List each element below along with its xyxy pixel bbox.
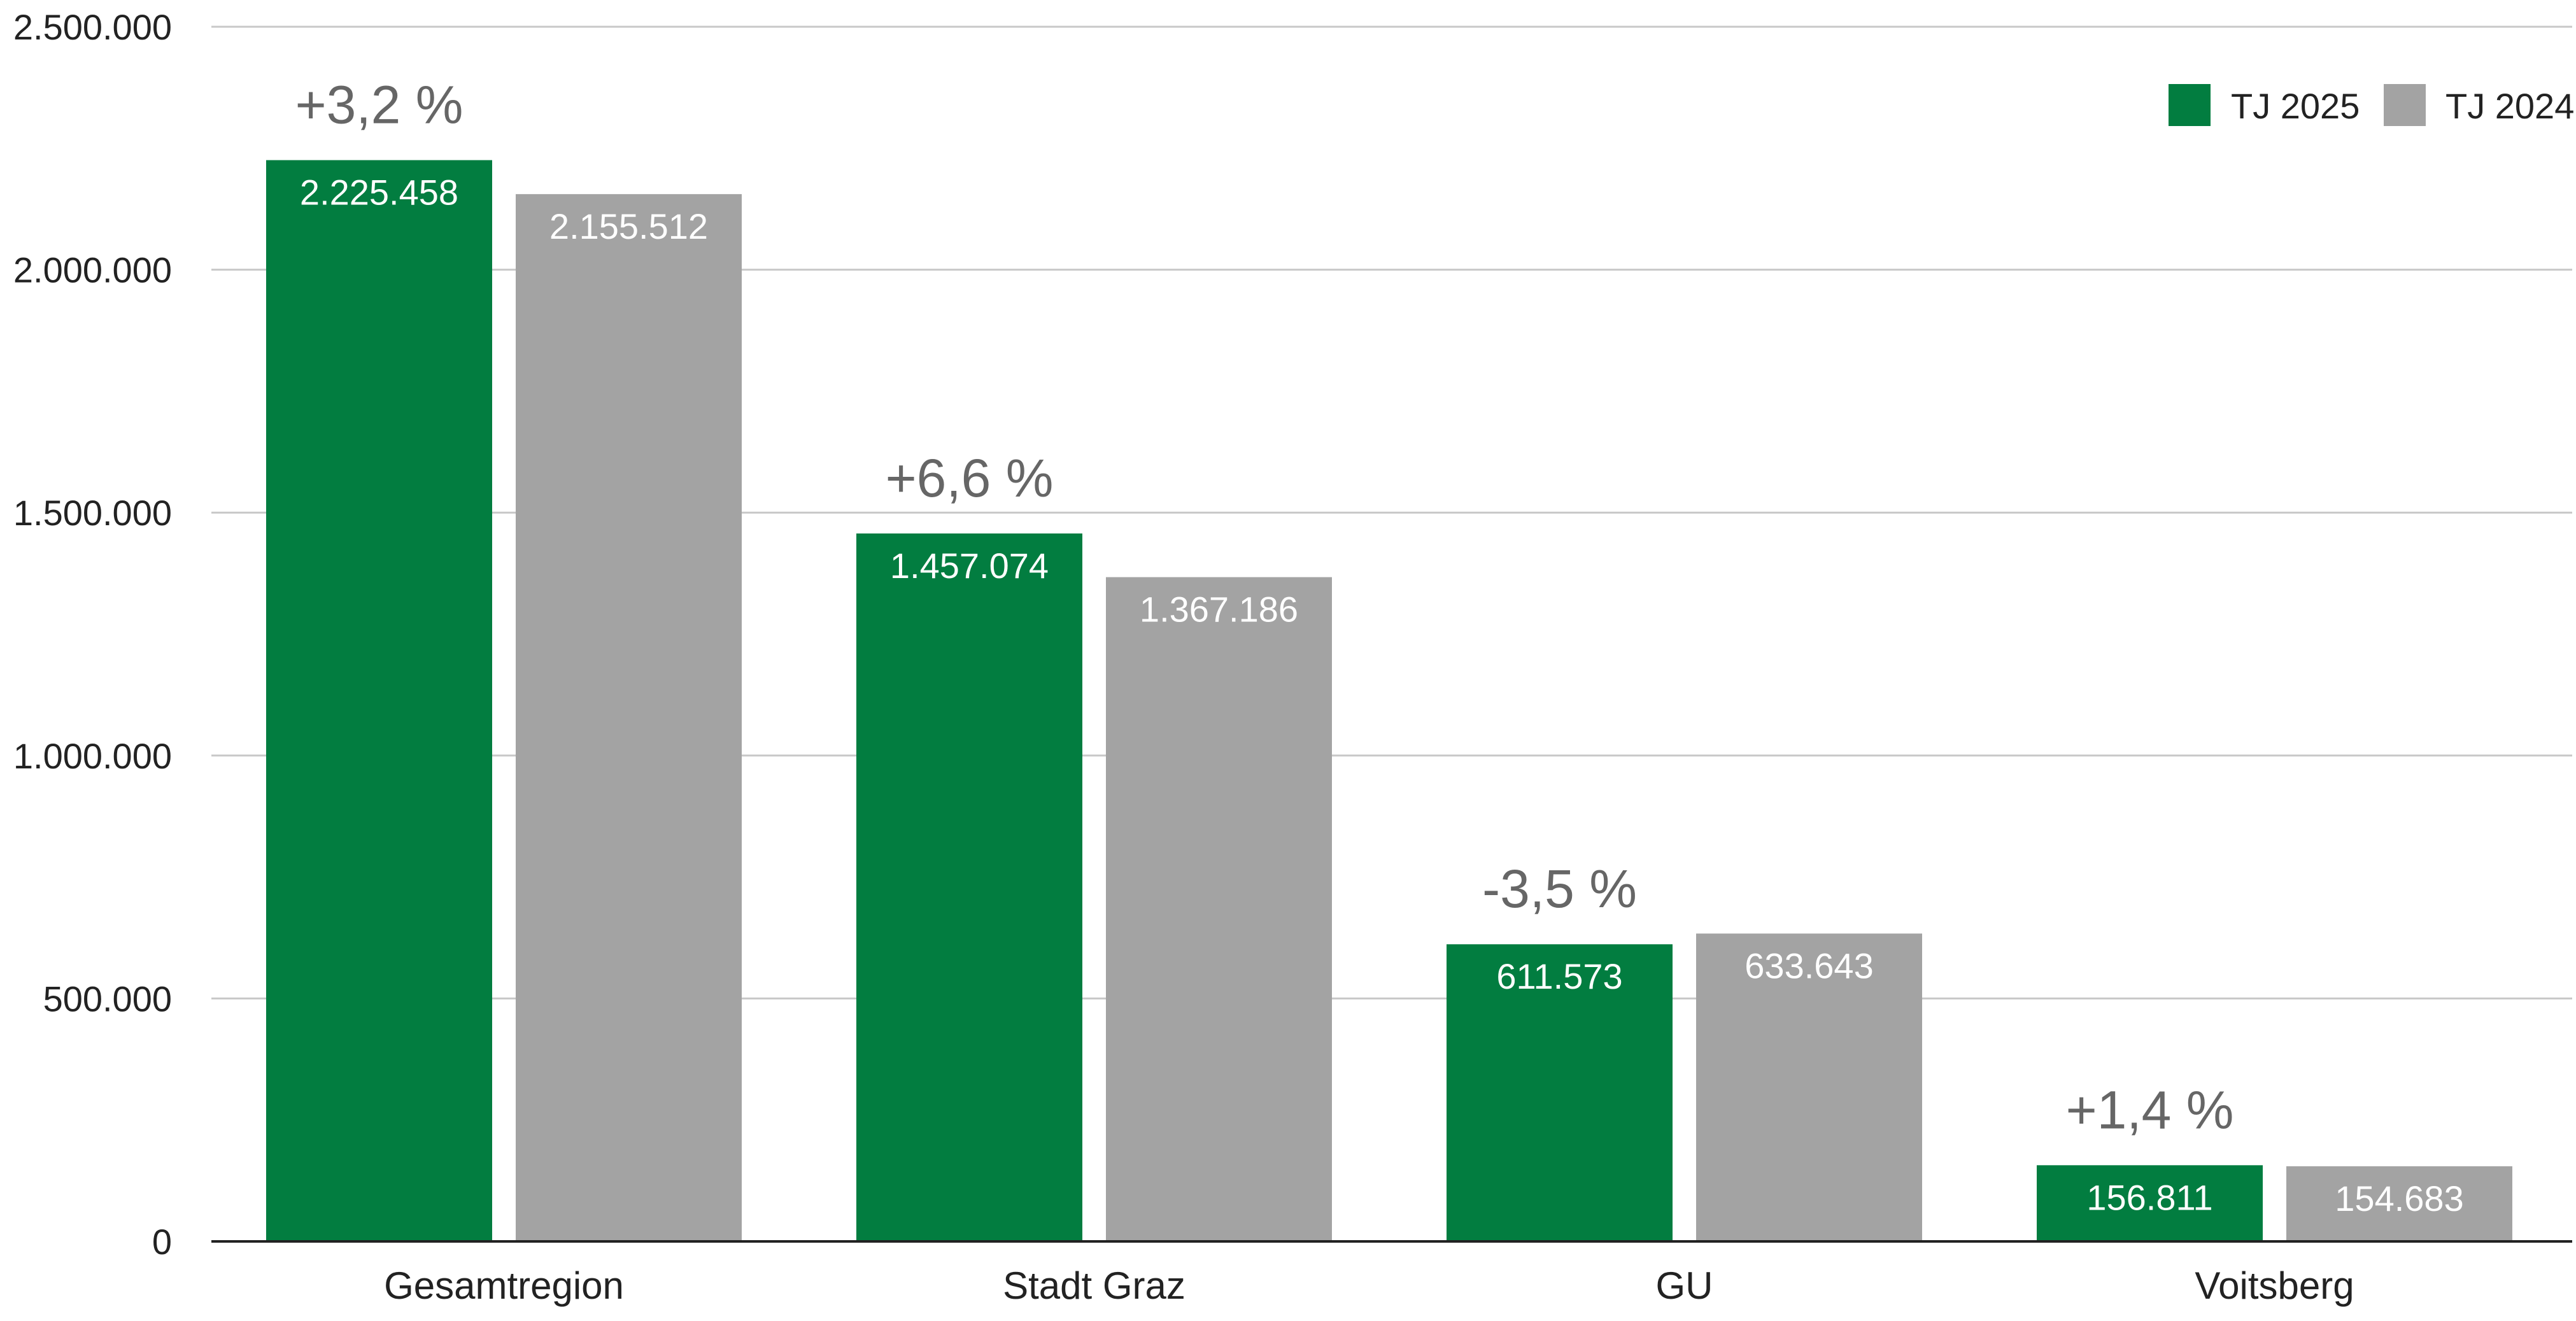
bar-value-label: 1.367.186 — [1140, 590, 1298, 630]
bar-value-labels: 2.225.458 2.155.512 1.457.074 1.367.186 611.… — [300, 173, 2464, 1219]
y-tick-label: 1.500.000 — [13, 493, 172, 533]
legend-swatch — [2169, 84, 2211, 126]
y-tick-label: 2.500.000 — [13, 7, 172, 47]
change-label: +1,4 % — [2066, 1080, 2234, 1140]
y-tick-label: 2.000.000 — [13, 250, 172, 290]
bar-value-label: 154.683 — [2335, 1178, 2463, 1219]
change-label: +3,2 % — [295, 75, 464, 135]
bar-value-label: 1.457.074 — [890, 546, 1049, 586]
bar — [856, 533, 1082, 1241]
category-label: Stadt Graz — [1003, 1264, 1185, 1307]
bar-value-label: 2.225.458 — [300, 173, 458, 213]
bars — [266, 160, 2512, 1242]
category-label: Gesamtregion — [384, 1264, 624, 1307]
bar — [1447, 944, 1673, 1241]
bar — [266, 160, 492, 1241]
bar — [2037, 1165, 2263, 1241]
y-axis-ticks: 0 500.000 1.000.000 1.500.000 2.000.000 2.500… — [13, 7, 172, 1262]
bar — [1106, 577, 1332, 1241]
bar — [516, 194, 742, 1242]
bar-value-label: 156.811 — [2086, 1177, 2212, 1217]
y-tick-label: 0 — [152, 1222, 172, 1262]
bar-value-label: 611.573 — [1496, 956, 1622, 996]
bar — [1696, 933, 1922, 1241]
legend-swatch — [2384, 84, 2426, 126]
bar-value-label: 633.643 — [1744, 945, 1873, 985]
bar — [2286, 1166, 2512, 1241]
legend: TJ 2025 TJ 2024 — [2169, 84, 2574, 126]
category-label: GU — [1656, 1264, 1713, 1307]
y-tick-label: 1.000.000 — [13, 736, 172, 776]
change-label: +6,6 % — [886, 448, 1054, 508]
change-label: -3,5 % — [1482, 859, 1637, 919]
bar-value-label: 2.155.512 — [549, 206, 708, 246]
legend-label: TJ 2025 — [2231, 86, 2360, 126]
legend-label: TJ 2024 — [2445, 86, 2574, 126]
category-label: Voitsberg — [2195, 1264, 2354, 1307]
change-labels: +3,2 % +6,6 % -3,5 % +1,4 % — [295, 75, 2234, 1140]
y-tick-label: 500.000 — [43, 978, 172, 1019]
x-axis-categories: Gesamtregion Stadt Graz GU Voitsberg — [384, 1264, 2354, 1307]
